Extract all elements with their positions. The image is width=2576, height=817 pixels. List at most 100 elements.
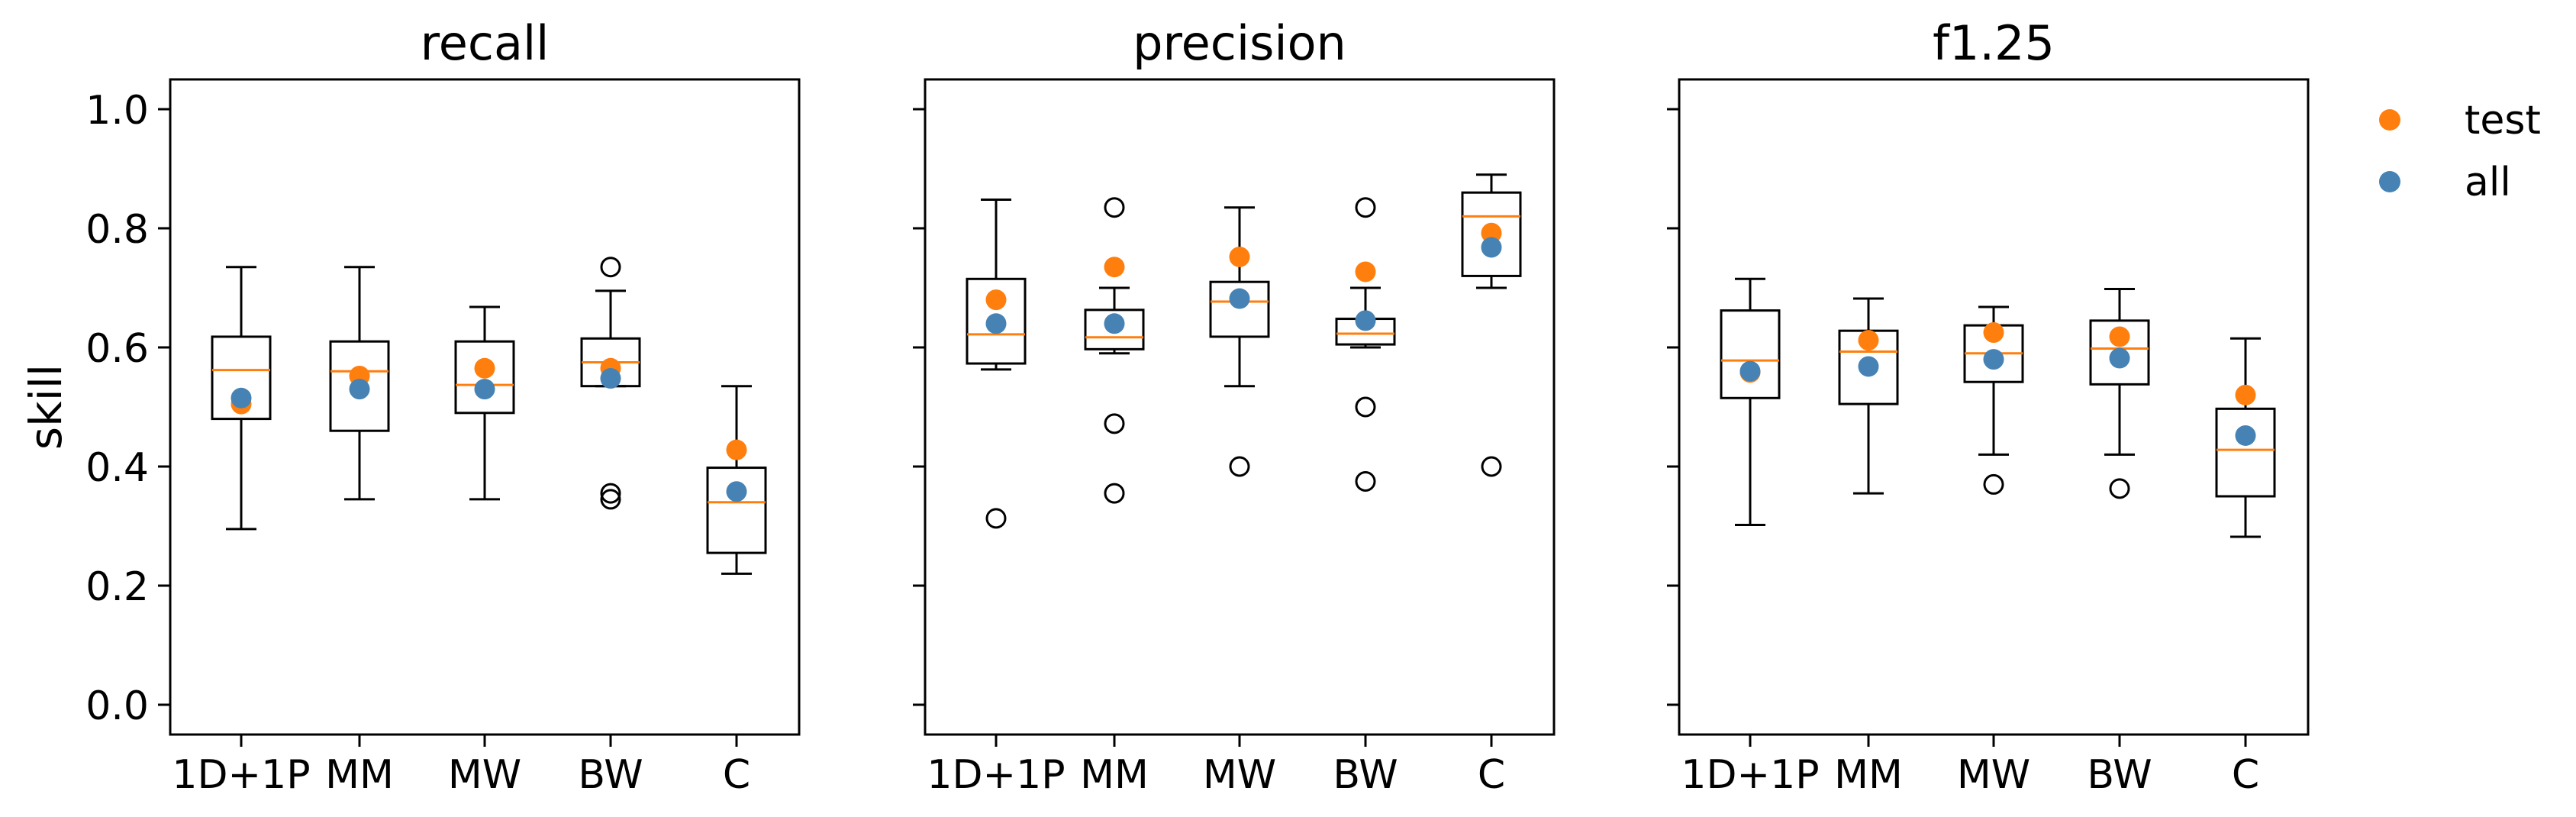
legend-label-all: all: [2465, 160, 2511, 205]
axes-frame: [169, 78, 801, 736]
x-tick-label: 1D+1P: [927, 752, 1065, 798]
box-body: [2089, 319, 2150, 386]
box-C: [706, 385, 767, 575]
box-1D+1P: [966, 199, 1027, 529]
all-point: [1104, 313, 1125, 334]
x-tick-label: MW: [1203, 752, 1276, 798]
x-tick-label: BW: [578, 752, 643, 798]
all-point: [1983, 349, 2004, 370]
y-tick-label: 0.8: [85, 207, 149, 253]
panel-precision: precision 1D+1P MM MW BW C: [913, 15, 1556, 798]
box-BW: [580, 257, 641, 510]
box-body: [329, 340, 390, 432]
box-1D+1P: [1720, 277, 1781, 526]
x-tick-label: C: [723, 752, 750, 798]
test-point: [474, 357, 495, 379]
outlier-point: [985, 508, 1007, 529]
x-tick-label: MW: [1957, 752, 2030, 798]
box-BW: [2089, 288, 2150, 499]
legend-label-test: test: [2465, 98, 2541, 144]
box-1D+1P: [211, 266, 272, 531]
test-point: [1229, 246, 1250, 267]
box-MW: [1209, 206, 1270, 477]
test-point: [1355, 261, 1376, 283]
box-MM: [1084, 197, 1145, 504]
box-body: [454, 340, 515, 415]
all-point: [474, 379, 495, 400]
all-point: [1355, 310, 1376, 331]
all-point: [726, 481, 747, 502]
test-point: [1983, 322, 2004, 343]
y-tick-label: 1.0: [85, 88, 149, 134]
box-MM: [329, 266, 390, 501]
box-body: [211, 335, 272, 421]
x-tick-label: BW: [1333, 752, 1398, 798]
outlier-point: [1355, 197, 1376, 218]
box-BW: [1335, 197, 1396, 492]
all-point: [2235, 425, 2256, 446]
test-point: [2109, 326, 2130, 347]
outlier-point: [1229, 456, 1250, 477]
all-point: [1229, 288, 1250, 309]
test-point: [1858, 330, 1879, 351]
outlier-point: [600, 489, 621, 510]
box-body: [1209, 280, 1270, 338]
box-body: [1461, 191, 1522, 277]
box-body: [2215, 407, 2276, 498]
all-point: [600, 368, 621, 389]
outlier-point: [1355, 471, 1376, 492]
panels: recall 0.0 0.2 0.4 0.6 0.8 1.0 1D+1P MM MW BW Cprec…: [20, 15, 2310, 798]
x-tick-label: MM: [1834, 752, 1903, 798]
x-tick-label: BW: [2087, 752, 2152, 798]
box-body: [966, 277, 1027, 365]
test-point: [1481, 222, 1502, 244]
y-tick-label: 0.0: [85, 683, 149, 729]
panel-title: f1.25: [1933, 15, 2055, 71]
test-point: [2235, 384, 2256, 405]
outlier-point: [1104, 197, 1125, 218]
panel-title: precision: [1133, 15, 1346, 71]
box-C: [1461, 173, 1522, 477]
box-MM: [1838, 297, 1899, 495]
y-tick-label: 0.4: [85, 445, 149, 491]
box-C: [2215, 337, 2276, 538]
x-tick-label: MM: [325, 752, 394, 798]
panel-recall: recall 0.0 0.2 0.4 0.6 0.8 1.0 1D+1P MM MW BW C: [85, 15, 801, 798]
box-body: [1720, 309, 1781, 399]
test-point: [1104, 257, 1125, 278]
all-point: [1858, 356, 1879, 377]
y-tick-label: 0.6: [85, 326, 149, 372]
test-point: [985, 289, 1007, 311]
x-tick-label: C: [2232, 752, 2259, 798]
box-body: [706, 467, 767, 554]
legend-marker-test: [2379, 109, 2400, 131]
legend: test all: [2379, 98, 2541, 205]
axes-frame: [924, 78, 1556, 736]
x-tick-label: 1D+1P: [172, 752, 310, 798]
box-body: [1084, 308, 1145, 350]
panel-title: recall: [421, 15, 550, 71]
box-MW: [454, 305, 515, 501]
outlier-point: [1983, 473, 2004, 495]
outlier-point: [600, 257, 621, 278]
all-point: [1481, 237, 1502, 258]
test-point: [726, 439, 747, 460]
legend-marker-all: [2379, 171, 2400, 192]
outlier-point: [1355, 396, 1376, 418]
x-tick-label: C: [1478, 752, 1505, 798]
all-point: [231, 387, 252, 408]
outlier-point: [1481, 456, 1502, 477]
all-point: [349, 379, 370, 400]
all-point: [1739, 360, 1761, 382]
axes-frame: [1678, 78, 2310, 736]
all-point: [2109, 347, 2130, 369]
y-tick-label: 0.2: [85, 564, 149, 610]
x-tick-label: MW: [448, 752, 521, 798]
y-axis-label: skill: [20, 364, 72, 450]
outlier-point: [1104, 483, 1125, 504]
x-tick-label: 1D+1P: [1681, 752, 1819, 798]
outlier-point: [600, 483, 621, 504]
box-MW: [1963, 305, 2024, 495]
